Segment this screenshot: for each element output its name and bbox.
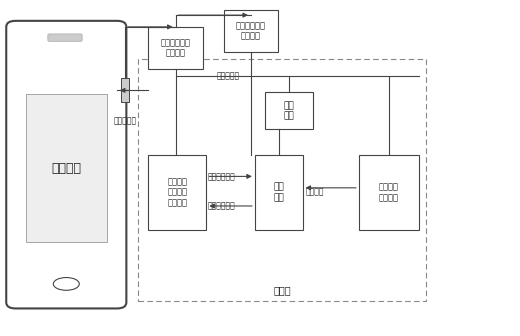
Text: 差分曼彿斯特
模拟信号: 差分曼彿斯特 模拟信号 xyxy=(161,38,190,57)
Bar xyxy=(148,155,206,230)
Bar xyxy=(148,27,203,69)
Bar xyxy=(265,92,313,129)
Text: 差分曼初
斯特信号
转换电路: 差分曼初 斯特信号 转换电路 xyxy=(167,177,187,207)
Bar xyxy=(359,155,419,230)
Ellipse shape xyxy=(53,278,79,290)
Bar xyxy=(138,59,426,301)
Text: 电源
模块: 电源 模块 xyxy=(284,101,294,121)
Bar xyxy=(255,155,303,230)
Text: （收敌端）: （收敌端） xyxy=(113,117,136,125)
Text: 按键信号
处理模块: 按键信号 处理模块 xyxy=(379,182,399,202)
Bar xyxy=(224,10,278,52)
FancyBboxPatch shape xyxy=(6,21,126,308)
Text: 发送数字信号: 发送数字信号 xyxy=(208,172,236,181)
Bar xyxy=(121,78,129,102)
Text: 主控
模块: 主控 模块 xyxy=(274,182,284,202)
Bar xyxy=(26,94,107,242)
Text: 接收数字信号: 接收数字信号 xyxy=(208,202,236,210)
Text: 键值信号: 键值信号 xyxy=(305,188,324,197)
Text: （发敌端）: （发敌端） xyxy=(216,71,239,80)
FancyBboxPatch shape xyxy=(48,34,82,41)
Text: 主控板: 主控板 xyxy=(274,286,291,296)
Text: 智能终端: 智能终端 xyxy=(51,162,81,174)
Text: 差分曼彿斯特
模拟信号: 差分曼彿斯特 模拟信号 xyxy=(236,21,266,41)
